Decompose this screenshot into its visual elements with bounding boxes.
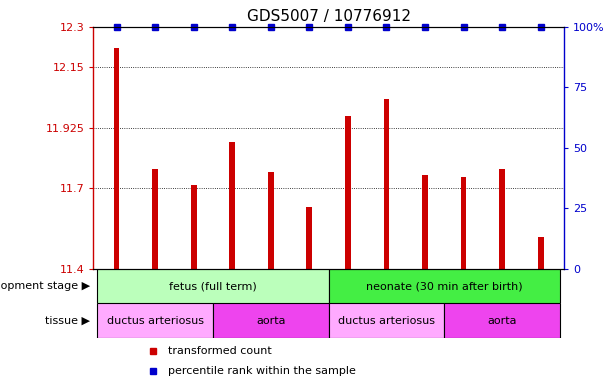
Bar (114, 48, 119, 269)
Text: tissue ▶: tissue ▶ (45, 316, 90, 326)
Title: GDS5007 / 10776912: GDS5007 / 10776912 (247, 9, 411, 24)
Bar (191, 185, 197, 269)
Text: development stage ▶: development stage ▶ (0, 281, 90, 291)
Bar (329, 269, 560, 303)
Text: ductus arteriosus: ductus arteriosus (338, 316, 435, 326)
Bar (153, 169, 158, 269)
Bar (499, 169, 505, 269)
Bar (329, 303, 444, 338)
Text: percentile rank within the sample: percentile rank within the sample (168, 366, 356, 376)
Bar (97, 269, 329, 303)
Bar (229, 142, 235, 269)
Bar (538, 237, 543, 269)
Bar (444, 303, 560, 338)
Bar (268, 172, 274, 269)
Bar (422, 175, 428, 269)
Text: fetus (full term): fetus (full term) (169, 281, 257, 291)
Bar (213, 303, 329, 338)
Text: neonate (30 min after birth): neonate (30 min after birth) (366, 281, 523, 291)
Bar (97, 303, 213, 338)
Bar (384, 99, 390, 269)
Bar (345, 116, 351, 269)
Text: transformed count: transformed count (168, 346, 272, 356)
Bar (306, 207, 312, 269)
Text: aorta: aorta (256, 316, 286, 326)
Bar (461, 177, 467, 269)
Text: aorta: aorta (487, 316, 517, 326)
Text: ductus arteriosus: ductus arteriosus (107, 316, 204, 326)
